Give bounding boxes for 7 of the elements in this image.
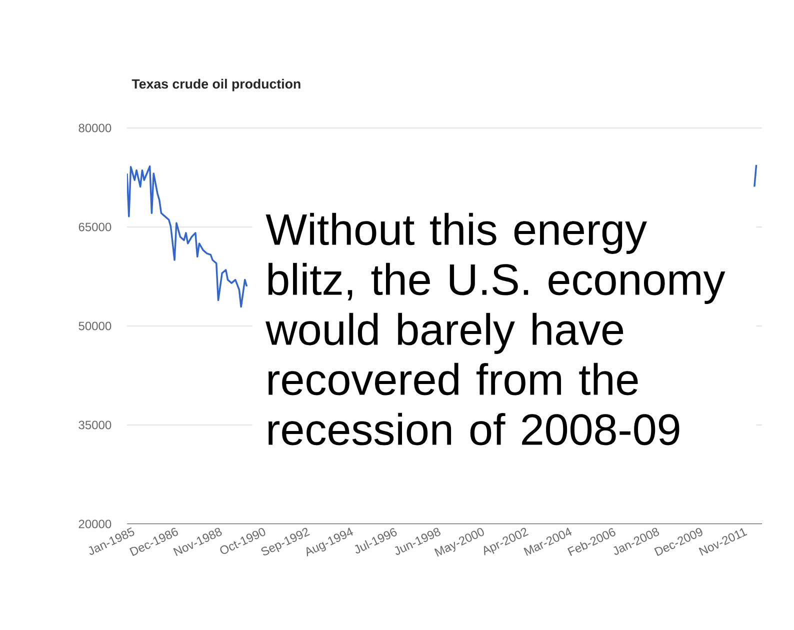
y-tick-label: 50000 (78, 322, 112, 330)
y-tick-label: 80000 (78, 124, 112, 132)
y-tick-label: 20000 (78, 520, 112, 528)
y-tick-label: 65000 (78, 222, 112, 232)
chart-title: Texas crude oil production (132, 78, 300, 92)
annotation: Without this energy blitz, the U.S. economy would barely have recovered from the recession of 2008-09 (266, 212, 726, 446)
y-tick-label: 35000 (78, 420, 112, 430)
